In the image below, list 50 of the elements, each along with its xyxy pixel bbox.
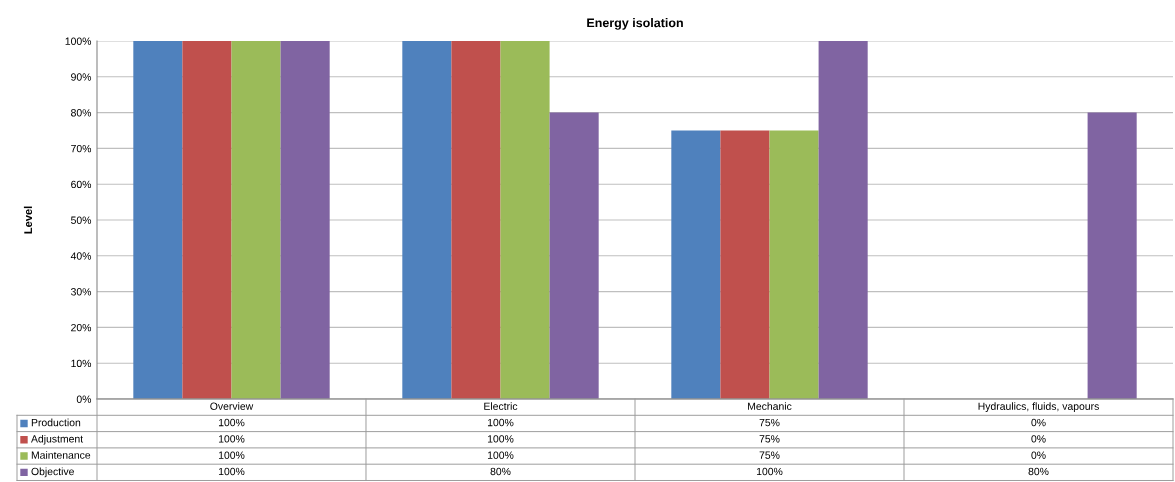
legend-label: Adjustment bbox=[31, 434, 84, 445]
bar bbox=[1087, 112, 1137, 399]
y-tick-label: 90% bbox=[71, 73, 92, 81]
text: 0% bbox=[1031, 451, 1046, 459]
y-tick-label: 80% bbox=[71, 109, 92, 117]
x-tick-label: Electric bbox=[484, 402, 518, 410]
legend-label: Production bbox=[31, 418, 81, 427]
legend-label: Objective bbox=[31, 467, 74, 478]
bar bbox=[818, 41, 868, 399]
y-tick-label: 50% bbox=[71, 216, 92, 224]
bar bbox=[500, 41, 550, 399]
bar bbox=[280, 41, 330, 399]
text: 80% bbox=[1028, 467, 1049, 476]
y-tick-label: 0% bbox=[76, 395, 92, 403]
bar bbox=[182, 41, 232, 399]
bar bbox=[671, 130, 721, 399]
y-tick-label: 30% bbox=[70, 288, 92, 296]
text: 100% bbox=[218, 435, 245, 443]
y-tick-label: 20% bbox=[71, 323, 92, 332]
x-tick-label: Overview bbox=[210, 402, 254, 410]
bar bbox=[549, 112, 599, 399]
text: 0% bbox=[1031, 435, 1046, 443]
text: 100% bbox=[487, 451, 514, 459]
bar bbox=[231, 41, 281, 399]
x-tick-label: Mechanic bbox=[748, 402, 792, 410]
y-tick-label: 60% bbox=[71, 180, 92, 189]
text: 75% bbox=[759, 418, 780, 427]
bar bbox=[769, 130, 819, 399]
bar bbox=[451, 41, 501, 399]
text: 100% bbox=[487, 435, 514, 443]
y-tick-label: 70% bbox=[71, 144, 92, 153]
bar bbox=[720, 130, 770, 399]
text: 0% bbox=[1031, 418, 1046, 427]
text: 100% bbox=[218, 467, 245, 476]
text: 100% bbox=[218, 451, 245, 459]
legend-label: Maintenance bbox=[31, 451, 91, 459]
text: 100% bbox=[487, 418, 514, 427]
y-axis-title: Level bbox=[23, 206, 33, 234]
text: 100% bbox=[218, 418, 245, 427]
chart-title: Energy isolation bbox=[587, 18, 683, 30]
x-tick-label: Hydraulics, fluids, vapours bbox=[978, 402, 1099, 413]
bar bbox=[402, 41, 452, 399]
y-tick-label: 40% bbox=[70, 252, 92, 260]
text: 75% bbox=[759, 451, 780, 459]
text: 100% bbox=[756, 467, 783, 476]
y-tick-label: 100% bbox=[65, 37, 92, 45]
text: 80% bbox=[490, 467, 511, 476]
bar bbox=[133, 41, 183, 399]
y-tick-label: 10% bbox=[71, 359, 92, 368]
text: 75% bbox=[759, 435, 780, 443]
